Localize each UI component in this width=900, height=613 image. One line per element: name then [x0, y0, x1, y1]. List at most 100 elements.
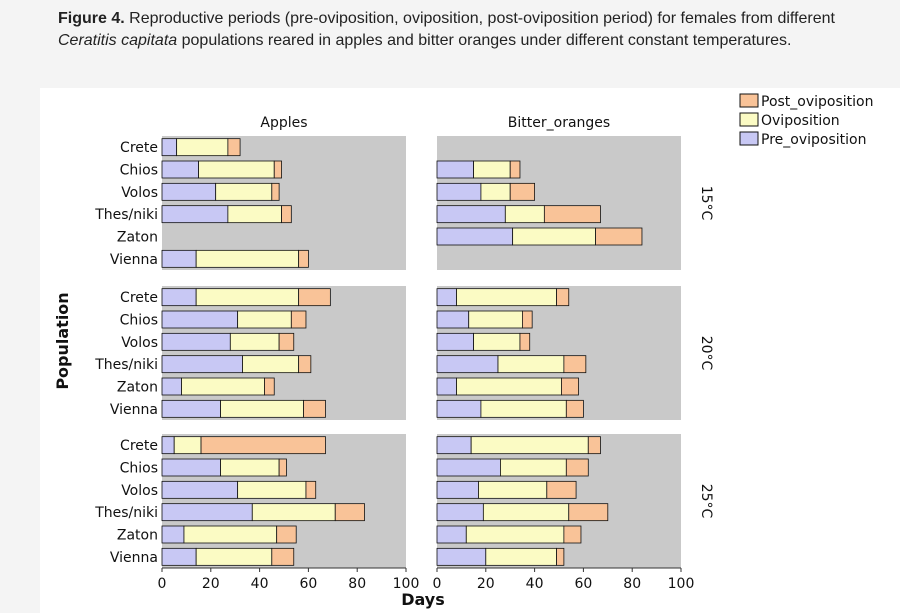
panel-bitter-oranges-20c: [437, 286, 681, 420]
bar-pre-oviposition: [436, 480, 479, 499]
bar-post-oviposition: [563, 525, 582, 544]
bar-pre-oviposition: [436, 182, 482, 201]
bar-post-oviposition: [271, 547, 295, 566]
x-tick-label: 60: [574, 576, 592, 592]
figure-caption: Figure 4. Reproductive periods (pre-ovip…: [58, 8, 894, 52]
category-label: Vienna: [110, 252, 158, 268]
category-label: Thes/niki: [94, 505, 158, 521]
bar-oviposition: [456, 288, 557, 307]
category-label: Vienna: [110, 402, 158, 418]
bar-pre-oviposition: [436, 288, 457, 307]
caption-label: Figure 4.: [58, 10, 125, 27]
bar-post-oviposition: [565, 399, 584, 418]
bar-pre-oviposition: [161, 310, 239, 329]
bar-pre-oviposition: [436, 458, 501, 477]
bar-oviposition: [227, 205, 282, 224]
bar-post-oviposition: [521, 310, 533, 329]
bar-oviposition: [215, 182, 273, 201]
bar-oviposition: [195, 249, 300, 268]
bar-pre-oviposition: [161, 399, 221, 418]
panel-apples-25c: [162, 434, 406, 568]
legend-swatch-post-oviposition: [739, 93, 759, 108]
bar-oviposition: [504, 205, 545, 224]
bar-pre-oviposition: [436, 310, 470, 329]
bar-pre-oviposition: [436, 399, 482, 418]
x-tick-label: 0: [158, 576, 167, 592]
bar-oviposition: [473, 332, 521, 351]
bar-oviposition: [497, 355, 565, 374]
bar-post-oviposition: [587, 436, 601, 455]
bar-post-oviposition: [334, 503, 365, 522]
x-tick-label: 40: [251, 576, 269, 592]
bar-oviposition: [229, 332, 280, 351]
bar-post-oviposition: [305, 480, 317, 499]
panel-apples-20c: [162, 286, 406, 420]
bar-post-oviposition: [556, 547, 565, 566]
bar-oviposition: [242, 355, 300, 374]
bar-pre-oviposition: [436, 332, 474, 351]
bar-oviposition: [482, 503, 570, 522]
bar-pre-oviposition: [161, 480, 239, 499]
bar-oviposition: [181, 377, 265, 396]
bar-oviposition: [500, 458, 567, 477]
bar-post-oviposition: [509, 182, 536, 201]
category-label: Crete: [120, 438, 158, 454]
panel-bitter-oranges-25c: [437, 434, 681, 568]
bar-oviposition: [176, 138, 229, 157]
row-strip-label: 20°C: [698, 336, 714, 371]
chart-area: Crete Chios Volos Thes/niki Zaton Vienna Crete…: [40, 88, 900, 613]
bar-oviposition: [465, 525, 565, 544]
bar-oviposition: [195, 288, 300, 307]
bar-oviposition: [480, 399, 567, 418]
bar-post-oviposition: [303, 399, 326, 418]
bar-pre-oviposition: [161, 436, 175, 455]
bar-pre-oviposition: [161, 355, 243, 374]
caption-text-part1: Reproductive periods (pre-oviposition, o…: [124, 10, 835, 27]
x-axis-title: Days: [401, 590, 445, 609]
caption-species: Ceratitis capitata: [58, 32, 178, 49]
x-tick-label: 100: [393, 576, 420, 592]
category-label: Volos: [121, 185, 158, 201]
bar-oviposition: [470, 436, 589, 455]
bar-oviposition: [195, 547, 273, 566]
bar-pre-oviposition: [436, 227, 514, 246]
bar-pre-oviposition: [161, 138, 178, 157]
row-strip-label: 25°C: [698, 484, 714, 519]
bar-pre-oviposition: [436, 547, 487, 566]
bar-pre-oviposition: [161, 182, 217, 201]
bar-post-oviposition: [298, 288, 331, 307]
bar-post-oviposition: [546, 480, 577, 499]
bar-post-oviposition: [509, 160, 521, 179]
x-tick-label: 60: [299, 576, 317, 592]
bar-pre-oviposition: [161, 525, 185, 544]
bar-oviposition: [473, 160, 511, 179]
facet-title: Apples: [260, 115, 307, 131]
bar-oviposition: [480, 182, 511, 201]
bar-post-oviposition: [563, 355, 587, 374]
legend-swatch-pre-oviposition: [739, 131, 759, 146]
bar-post-oviposition: [565, 458, 589, 477]
faceted-bar-chart: Crete Chios Volos Thes/niki Zaton Vienna Crete…: [53, 93, 874, 609]
bar-post-oviposition: [278, 458, 287, 477]
category-label: Chios: [120, 163, 158, 179]
bar-oviposition: [198, 160, 275, 179]
bar-oviposition: [485, 547, 557, 566]
bar-pre-oviposition: [436, 436, 472, 455]
bar-pre-oviposition: [161, 288, 197, 307]
legend-swatch-oviposition: [739, 112, 759, 127]
bar-post-oviposition: [561, 377, 579, 396]
bar-pre-oviposition: [161, 503, 253, 522]
bar-oviposition: [237, 480, 307, 499]
bar-post-oviposition: [543, 205, 601, 224]
bar-post-oviposition: [276, 525, 297, 544]
bar-oviposition: [251, 503, 336, 522]
caption-text-part2: populations reared in apples and bitter …: [177, 32, 792, 49]
bar-pre-oviposition: [161, 249, 197, 268]
bar-oviposition: [237, 310, 292, 329]
x-tick-label: 20: [477, 576, 495, 592]
category-label: Volos: [121, 483, 158, 499]
y-axis-title: Population: [53, 292, 72, 389]
bar-pre-oviposition: [161, 458, 221, 477]
category-label: Crete: [120, 140, 158, 156]
bar-oviposition: [183, 525, 278, 544]
